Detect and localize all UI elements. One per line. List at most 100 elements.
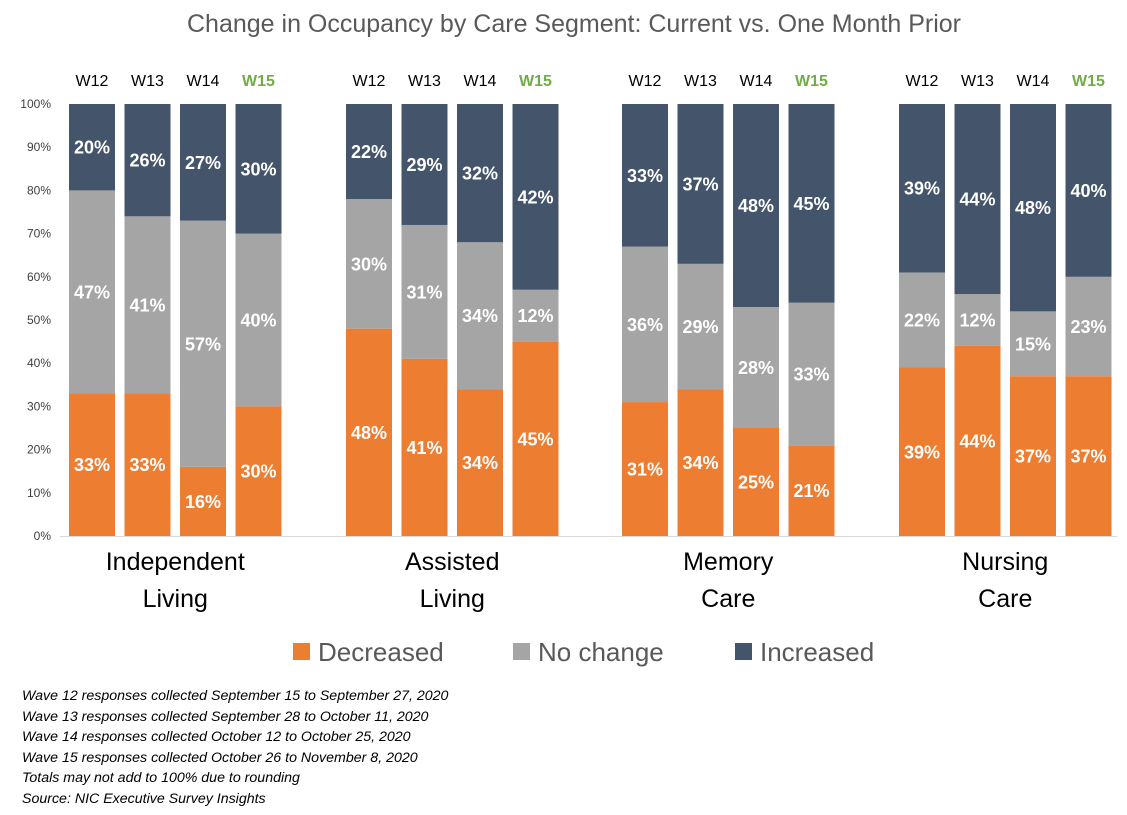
bar-segment-no-change [622,246,668,403]
y-tick-label: 10% [27,486,51,500]
data-label: 48% [738,196,774,216]
footnote-wave-12: Wave 12 responses collected September 15… [22,688,449,704]
data-label: 33% [627,166,663,186]
footnote-source: Source: NIC Executive Survey Insights [22,790,266,807]
footnote-wave-13: Wave 13 responses collected September 28… [22,708,429,725]
y-tick-label: 70% [27,227,51,241]
data-label: 36% [627,315,663,335]
data-label: 31% [627,460,663,480]
category-label: Living [143,585,208,613]
bar-segment-increased [1010,104,1056,312]
data-label: 41% [406,438,442,458]
legend-swatch [513,643,530,660]
bar-segment-increased [677,104,724,264]
data-label: 22% [904,311,940,331]
data-label: 26% [129,151,165,171]
y-tick-label: 50% [27,313,51,327]
y-tick-label: 100% [20,97,51,111]
data-label: 12% [959,311,995,331]
bar-segment-decreased [1065,376,1112,536]
data-label: 25% [738,473,774,493]
data-label: 16% [185,492,221,512]
plot-area: W12 33% 47% 20% W13 33% 41% 26% W14 16% 57% 27% W15 3… [69,73,1112,613]
data-label: 15% [1015,334,1051,354]
data-label: 28% [738,358,774,378]
bar-segment-increased [899,104,945,273]
bar-segment-increased [346,104,392,200]
category-label: Independent [106,548,245,576]
bar-segment-no-change [69,190,115,394]
bar-segment-decreased [733,428,779,536]
category-label: Care [978,585,1032,613]
wave-label: W14 [740,73,773,90]
data-label: 30% [240,462,276,482]
data-label: 40% [1070,181,1106,201]
legend: Decreased No change Increased [293,637,874,667]
wave-label: W13 [131,73,164,90]
bar-segment-no-change [512,289,559,342]
data-label: 45% [793,194,829,214]
category-label: Nursing [962,548,1048,576]
wave-label: W12 [353,73,386,90]
bar-segment-decreased [235,406,282,536]
y-tick-label: 90% [27,140,51,154]
y-tick-label: 80% [27,183,51,197]
footnotes: Wave 12 responses collected September 15… [22,686,448,810]
data-label: 30% [351,254,387,274]
wave-label: W13 [684,73,717,90]
wave-label: W12 [906,73,939,90]
footnote-wave-15: Wave 15 responses collected October 26 t… [22,749,418,766]
bar-segment-decreased [1010,376,1056,536]
bar-segment-decreased [622,402,668,536]
bar-segment-decreased [69,393,115,536]
wave-label: W15 [519,73,552,90]
bar-segment-increased [401,104,448,225]
bar-segment-no-change [677,263,724,390]
data-label: 29% [682,317,718,337]
data-label: 41% [129,295,165,315]
y-axis: 0% 10% 20% 30% 40% 50% 60% 70% 80% 90% 100% [20,97,1117,543]
data-label: 42% [517,187,553,207]
data-label: 45% [517,429,553,449]
bar-segment-no-change [124,216,171,394]
bar-segment-no-change [733,307,779,428]
wave-label: W15 [242,73,275,90]
data-label: 32% [462,164,498,184]
bar-segment-increased [69,104,115,191]
category-label: Care [701,585,755,613]
data-label: 29% [406,155,442,175]
bar-segment-no-change [899,272,945,368]
y-tick-label: 0% [34,529,52,543]
data-label: 21% [793,481,829,501]
bar-segment-increased [733,104,779,308]
bar-segment-decreased [954,345,1001,536]
wave-label: W14 [464,73,497,90]
data-label: 44% [959,431,995,451]
category-label: Assisted [405,548,499,576]
bar-segment-decreased [180,466,226,536]
data-label: 27% [185,153,221,173]
bar-segment-decreased [788,445,835,536]
data-label: 37% [682,174,718,194]
bar-segment-increased [180,104,226,221]
bar-segment-decreased [899,367,945,536]
bar-segment-no-change [457,242,503,390]
legend-swatch [735,643,752,660]
segment-group: W12 48% 30% 22% W13 41% 31% 29% W14 34% 34% 32% W15 4… [346,73,559,613]
bar-segment-no-change [401,224,448,359]
data-label: 34% [682,453,718,473]
category-label: Memory [683,548,774,576]
data-label: 44% [959,190,995,210]
bar-segment-no-change [1010,311,1056,377]
bar-segment-increased [954,104,1001,295]
data-label: 34% [462,453,498,473]
y-tick-label: 20% [27,443,51,457]
y-tick-label: 40% [27,356,51,370]
legend-label: No change [538,637,664,667]
footnote-rounding: Totals may not add to 100% due to roundi… [22,770,300,787]
segment-group: W12 33% 47% 20% W13 33% 41% 26% W14 16% 57% 27% W15 3… [69,73,282,613]
wave-label: W14 [187,73,220,90]
bar-segment-decreased [677,389,724,536]
bar-segment-no-change [180,220,226,467]
wave-label: W15 [1072,73,1105,90]
